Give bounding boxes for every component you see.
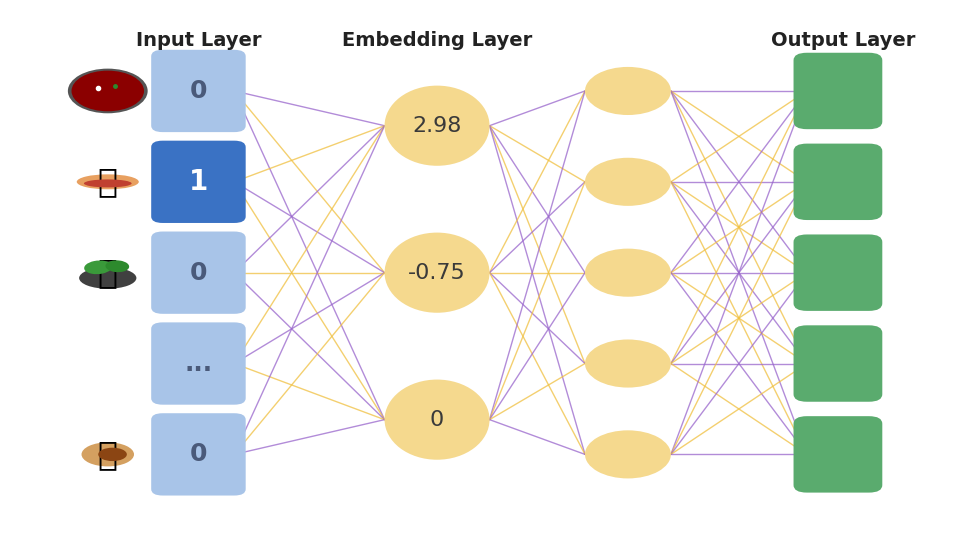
Circle shape [585, 158, 671, 206]
Text: Embedding Layer: Embedding Layer [342, 31, 532, 50]
Circle shape [585, 430, 671, 478]
FancyBboxPatch shape [151, 140, 246, 223]
Ellipse shape [385, 86, 490, 166]
Text: 0: 0 [190, 79, 207, 103]
Circle shape [71, 71, 144, 111]
Text: -0.75: -0.75 [408, 262, 466, 282]
Circle shape [585, 67, 671, 115]
Text: 🌭: 🌭 [98, 165, 118, 198]
FancyBboxPatch shape [151, 50, 246, 132]
Text: 🫔: 🫔 [98, 438, 118, 471]
FancyBboxPatch shape [794, 144, 882, 220]
FancyBboxPatch shape [794, 234, 882, 311]
Circle shape [585, 340, 671, 388]
FancyBboxPatch shape [794, 416, 882, 492]
Text: 0: 0 [190, 442, 207, 467]
Text: 0: 0 [430, 410, 444, 430]
Text: Input Layer: Input Layer [135, 31, 261, 50]
FancyBboxPatch shape [151, 232, 246, 314]
Ellipse shape [82, 442, 134, 467]
Ellipse shape [98, 448, 127, 461]
Text: 1: 1 [189, 168, 208, 196]
Text: ...: ... [184, 352, 212, 375]
Circle shape [68, 69, 148, 113]
Ellipse shape [77, 174, 139, 190]
Ellipse shape [385, 380, 490, 460]
Text: 0: 0 [190, 261, 207, 285]
Ellipse shape [84, 179, 132, 187]
Ellipse shape [84, 260, 112, 274]
Ellipse shape [385, 233, 490, 313]
FancyBboxPatch shape [794, 53, 882, 129]
Text: 🥗: 🥗 [98, 256, 118, 289]
Text: 🍲: 🍲 [98, 75, 118, 107]
FancyBboxPatch shape [794, 325, 882, 402]
Ellipse shape [106, 260, 130, 272]
Circle shape [585, 248, 671, 296]
Ellipse shape [79, 267, 136, 289]
Text: Output Layer: Output Layer [771, 31, 915, 50]
FancyBboxPatch shape [151, 322, 246, 404]
FancyBboxPatch shape [151, 413, 246, 496]
Text: 2.98: 2.98 [413, 116, 462, 136]
